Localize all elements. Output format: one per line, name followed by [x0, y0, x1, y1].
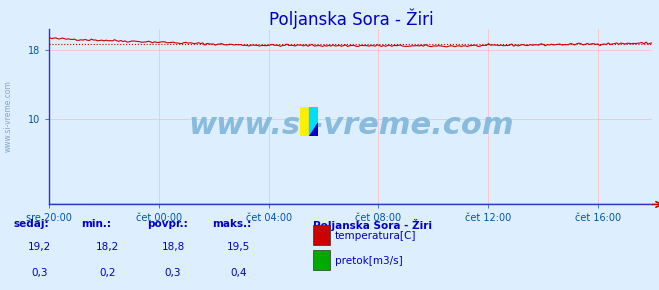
Bar: [300, 107, 309, 136]
Text: www.si-vreme.com: www.si-vreme.com: [3, 80, 13, 152]
Text: www.si-vreme.com: www.si-vreme.com: [188, 111, 514, 140]
Text: maks.:: maks.:: [212, 219, 251, 229]
Text: 0,3: 0,3: [31, 268, 47, 278]
Bar: [313, 225, 330, 245]
Polygon shape: [309, 107, 318, 136]
Text: pretok[m3/s]: pretok[m3/s]: [335, 256, 403, 266]
Text: temperatura[C]: temperatura[C]: [335, 231, 416, 241]
Text: sedaj:: sedaj:: [13, 219, 49, 229]
Text: min.:: min.:: [82, 219, 111, 229]
Text: 19,2: 19,2: [28, 242, 51, 252]
Polygon shape: [309, 122, 318, 136]
Text: 0,3: 0,3: [165, 268, 181, 278]
Text: 18,8: 18,8: [161, 242, 185, 252]
Text: povpr.:: povpr.:: [147, 219, 188, 229]
Text: 0,2: 0,2: [100, 268, 116, 278]
Text: 0,4: 0,4: [230, 268, 246, 278]
Text: 19,5: 19,5: [227, 242, 250, 252]
Text: Poljanska Sora - Žiri: Poljanska Sora - Žiri: [313, 219, 432, 231]
Title: Poljanska Sora - Žiri: Poljanska Sora - Žiri: [269, 8, 433, 29]
Bar: [313, 250, 330, 270]
Text: 18,2: 18,2: [96, 242, 119, 252]
